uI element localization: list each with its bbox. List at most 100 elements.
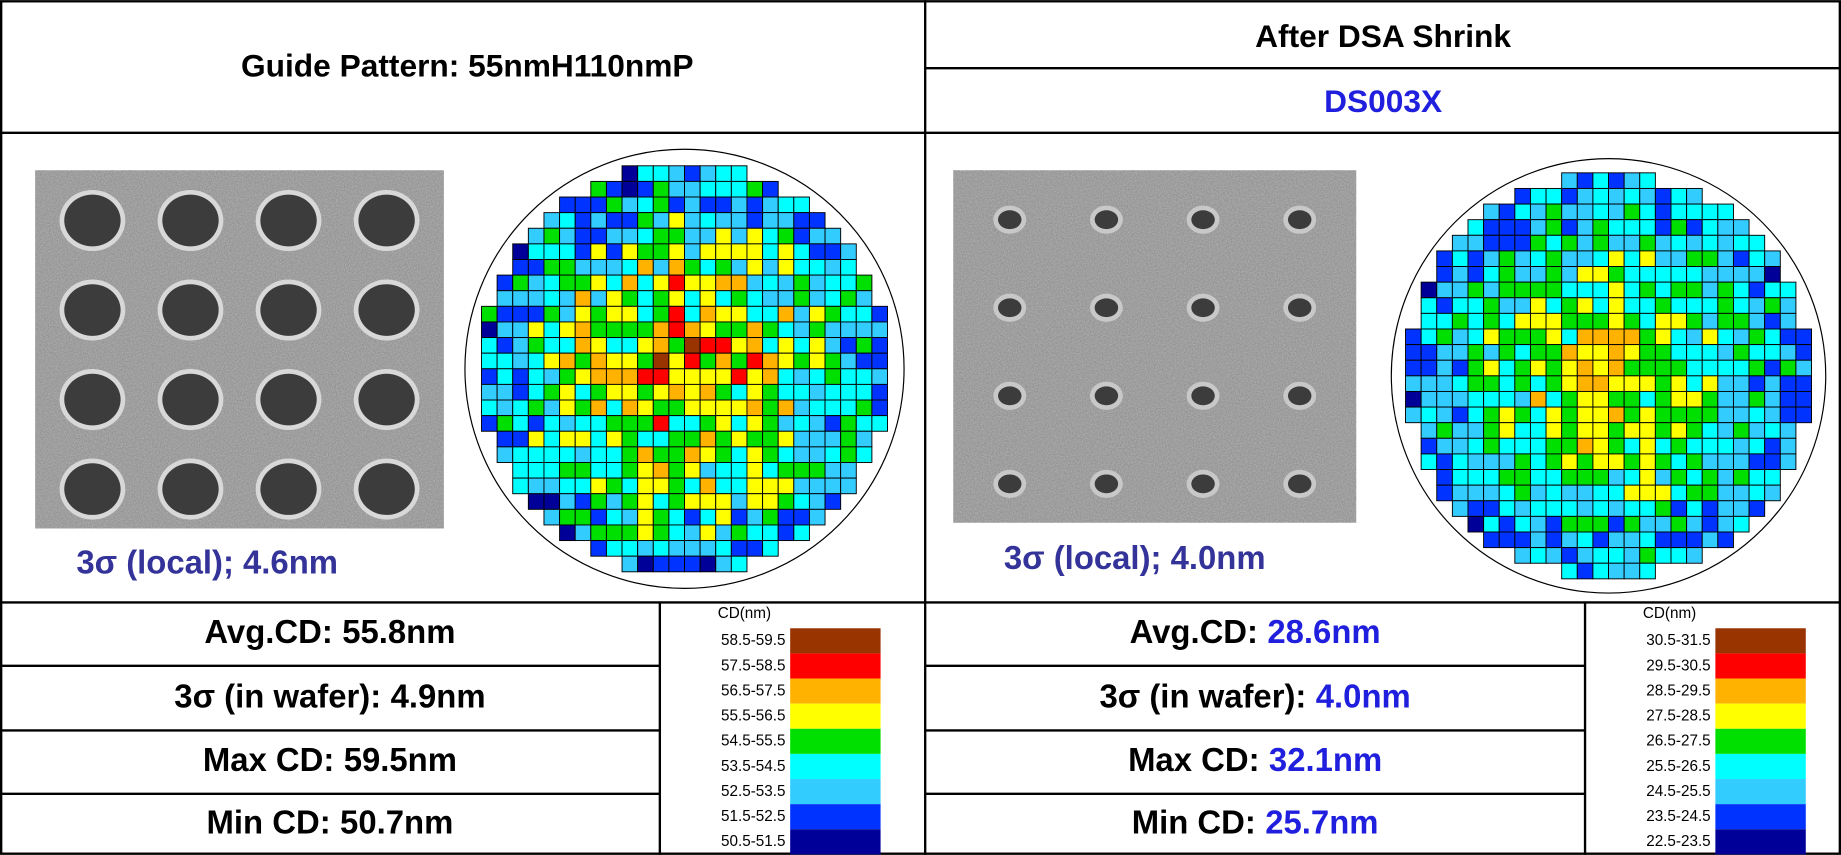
- wafer-cell: [1437, 485, 1453, 501]
- wafer-cell: [1702, 220, 1718, 236]
- wafer-cell: [513, 353, 529, 369]
- wafer-cell: [1577, 267, 1593, 283]
- wafer-cell: [763, 275, 779, 291]
- wafer-cell: [591, 322, 607, 338]
- wafer-cell: [716, 462, 732, 478]
- wafer-cell: [653, 509, 669, 525]
- wafer-cell: [778, 431, 794, 447]
- wafer-cell: [1562, 376, 1578, 392]
- wafer-cell: [1765, 298, 1781, 314]
- wafer-cell: [482, 400, 498, 416]
- wafer-cell: [1780, 376, 1796, 392]
- wafer-cell: [1733, 235, 1749, 251]
- wafer-cell: [1530, 188, 1546, 204]
- wafer-cell: [856, 431, 872, 447]
- stat-label: Min CD:: [207, 803, 331, 840]
- wafer-cell: [825, 494, 841, 510]
- wafer-cell: [1780, 360, 1796, 376]
- wafer-cell: [763, 353, 779, 369]
- wafer-cell: [513, 478, 529, 494]
- wafer-cell: [560, 228, 576, 244]
- wafer-cell: [1640, 313, 1656, 329]
- wafer-cell: [825, 291, 841, 307]
- wafer-cell: [1749, 282, 1765, 298]
- wafer-cell: [591, 509, 607, 525]
- wafer-cell: [747, 353, 763, 369]
- wafer-cell: [1609, 548, 1625, 564]
- wafer-cell: [1609, 329, 1625, 345]
- wafer-cell: [1733, 267, 1749, 283]
- legend-swatch: [1715, 754, 1805, 779]
- wafer-cell: [560, 462, 576, 478]
- wafer-cell: [1593, 298, 1609, 314]
- wafer-cell: [1452, 376, 1468, 392]
- wafer-cell: [841, 384, 857, 400]
- wafer-cell: [1562, 345, 1578, 361]
- wafer-cell: [1749, 345, 1765, 361]
- wafer-cell: [1468, 267, 1484, 283]
- wafer-cell: [528, 384, 544, 400]
- hole: [162, 463, 218, 515]
- wafer-cell: [1577, 501, 1593, 517]
- wafer-cell: [1718, 298, 1734, 314]
- wafer-cell: [778, 244, 794, 260]
- wafer-cell: [1733, 329, 1749, 345]
- wafer-cell: [497, 416, 513, 432]
- wafer-cell: [1593, 423, 1609, 439]
- wafer-cell: [700, 431, 716, 447]
- hole: [1095, 474, 1118, 493]
- wafer-cell: [575, 322, 591, 338]
- wafer-cell: [622, 353, 638, 369]
- wafer-cell: [700, 244, 716, 260]
- sigma-local: 3σ (local); 4.0nm: [1004, 539, 1266, 576]
- wafer-cell: [560, 431, 576, 447]
- wafer-cell: [560, 478, 576, 494]
- wafer-cell: [638, 478, 654, 494]
- wafer-cell: [1702, 485, 1718, 501]
- wafer-cell: [700, 197, 716, 213]
- wafer-cell: [638, 416, 654, 432]
- wafer-cell: [794, 322, 810, 338]
- wafer-cell: [544, 494, 560, 510]
- wafer-cell: [1640, 282, 1656, 298]
- wafer-cell: [1546, 454, 1562, 470]
- wafer-cell: [1468, 454, 1484, 470]
- wafer-cell: [544, 322, 560, 338]
- wafer-cell: [544, 478, 560, 494]
- wafer-cell: [1655, 548, 1671, 564]
- wafer-cell: [716, 556, 732, 572]
- wafer-cell: [731, 275, 747, 291]
- wafer-cell: [1499, 267, 1515, 283]
- wafer-cell: [638, 213, 654, 229]
- wafer-cell: [591, 369, 607, 385]
- wafer-cell: [1609, 516, 1625, 532]
- wafer-cell: [747, 494, 763, 510]
- legend-label: 55.5-56.5: [721, 708, 785, 725]
- stat: Min CD:50.7nm: [207, 803, 454, 840]
- wafer-cell: [1515, 251, 1531, 267]
- wafer-cell: [606, 338, 622, 354]
- wafer-cell: [1765, 345, 1781, 361]
- wafer-cell: [575, 369, 591, 385]
- wafer-cell: [1468, 313, 1484, 329]
- wafer-cell: [1593, 376, 1609, 392]
- wafer-cell: [778, 353, 794, 369]
- wafer-cell: [856, 275, 872, 291]
- wafer-cell: [778, 447, 794, 463]
- wafer-cell: [841, 369, 857, 385]
- wafer-cell: [1749, 423, 1765, 439]
- wafer-cell: [778, 322, 794, 338]
- legend-title: CD(nm): [1643, 605, 1696, 622]
- wafer-cell: [825, 322, 841, 338]
- wafer-cell: [716, 353, 732, 369]
- wafer-cell: [794, 525, 810, 541]
- wafer-cell: [575, 338, 591, 354]
- hole: [998, 210, 1021, 229]
- wafer-cell: [638, 447, 654, 463]
- wafer-cell: [809, 462, 825, 478]
- wafer-cell: [1733, 438, 1749, 454]
- hole: [1288, 386, 1311, 405]
- wafer-cell: [1530, 548, 1546, 564]
- wafer-cell: [653, 197, 669, 213]
- wafer-cell: [763, 478, 779, 494]
